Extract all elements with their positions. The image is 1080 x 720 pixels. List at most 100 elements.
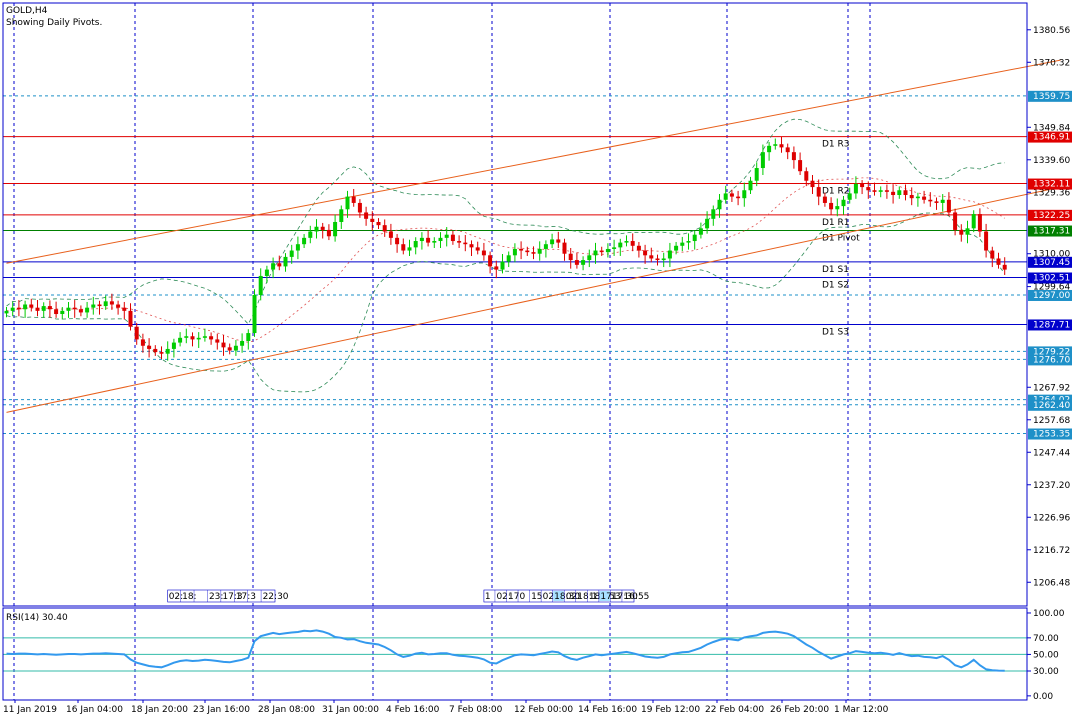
time-tick-label: 23 Jan 16:00 (193, 705, 250, 715)
pivot-tag (1028, 256, 1072, 268)
candle-body (829, 202, 834, 210)
candle-body (984, 231, 989, 251)
candle-body (543, 244, 548, 249)
level-tag-label: 1276.70 (1033, 355, 1070, 365)
candle-body (10, 307, 15, 311)
candle-body (581, 260, 586, 265)
rsi-tick-label: 30.00 (1033, 667, 1059, 677)
candle-body (661, 258, 666, 261)
time-strip-label: 18:30 (554, 592, 580, 602)
candle-body (426, 237, 431, 243)
time-tick-label: 28 Jan 08:00 (258, 705, 315, 715)
candle-body (630, 241, 635, 246)
candle-body (810, 180, 815, 188)
candle-body (475, 247, 480, 251)
candle-body (147, 345, 152, 349)
candle-body (835, 206, 840, 210)
candle-body (252, 294, 257, 334)
pivot-tag-label: 1302.51 (1033, 273, 1070, 283)
candle-body (295, 244, 300, 251)
pivot-tag-label: 1287.71 (1033, 320, 1070, 330)
candle-body (432, 241, 437, 243)
candle-body (401, 244, 406, 251)
pivot-tag-label: 1346.91 (1033, 133, 1070, 143)
candle-body (816, 187, 821, 197)
candle-body (519, 248, 524, 251)
pivot-tag (1028, 178, 1072, 190)
time-strip-label: 15 (531, 592, 542, 602)
candle-body (698, 228, 703, 235)
candle-body (760, 152, 765, 169)
candle-body (171, 342, 176, 349)
candle-body (184, 336, 189, 338)
candle-body (612, 247, 617, 249)
candle-body (922, 196, 927, 200)
rsi-title: RSI(14) 30.40 (6, 613, 68, 623)
candle-body (109, 301, 114, 305)
candle-body (878, 190, 883, 192)
pivot-tag-label: 1322.25 (1033, 211, 1070, 221)
level-tag (1028, 428, 1072, 440)
price-tick-label: 1339.60 (1033, 156, 1070, 166)
time-tick-label: 12 Feb 00:00 (514, 705, 573, 715)
candle-body (283, 256, 288, 267)
candle-body (469, 244, 474, 248)
time-tick-label: 14 Feb 16:00 (578, 705, 637, 715)
pivot-tag-label: 1307.45 (1033, 258, 1070, 268)
candle-body (500, 261, 505, 270)
rsi-panel (3, 629, 1027, 672)
time-strip-label: 16:55 (623, 592, 649, 602)
price-tick-label: 1349.84 (1033, 123, 1070, 133)
candle-body (990, 250, 995, 259)
channel-upper-line (6, 59, 1061, 264)
candle-body (953, 212, 958, 230)
level-tag (1028, 399, 1072, 411)
pivot-label: D1 Pivot (822, 234, 860, 244)
candle-body (841, 199, 846, 207)
candle-body (822, 196, 827, 203)
candle-body (574, 260, 579, 265)
level-tag-label: 1359.75 (1033, 92, 1070, 102)
time-tick-label: 11 Jan 2019 (3, 705, 57, 715)
level-tag-label: 1279.22 (1033, 347, 1070, 357)
time-strip-label: 02: (566, 592, 580, 602)
candle-body (674, 245, 679, 251)
price-tick-label: 1267.92 (1033, 383, 1070, 393)
candle-body (314, 226, 319, 232)
candle-body (78, 309, 83, 313)
pivot-tag-label: 1317.31 (1033, 227, 1070, 237)
time-tick-label: 31 Jan 00:00 (322, 705, 379, 715)
candle-body (277, 263, 282, 267)
candle-body (134, 326, 139, 340)
time-strips: 02:18: 23:17:317:3 22:30 1 02:17 0 15 02:18:300… (167, 589, 649, 603)
candle-body (227, 347, 232, 351)
candle-body (624, 241, 629, 243)
time-strip-highlight (599, 591, 610, 601)
candle-body (767, 145, 772, 153)
price-tick-label: 1247.44 (1033, 448, 1070, 458)
rsi-tick-label: 0.00 (1033, 692, 1053, 702)
candle-body (779, 144, 784, 148)
time-tick-label: 1 Mar 12:00 (834, 705, 889, 715)
lower-band (6, 212, 1006, 393)
level-tag (1028, 90, 1072, 102)
price-axis: 1380.56 1370.32 1349.84 1339.60 1329.36 1310.… (1027, 26, 1072, 702)
pivot-tag (1028, 272, 1072, 284)
candle-body (556, 239, 561, 243)
candle-body (965, 228, 970, 235)
candle-body (959, 229, 964, 235)
candle-body (457, 241, 462, 243)
candle-body (643, 250, 648, 256)
candle-body (382, 225, 387, 232)
candle-body (729, 193, 734, 197)
candle-body (680, 242, 685, 246)
level-tag-label: 1253.35 (1033, 430, 1070, 440)
pivot-tag (1028, 319, 1072, 331)
candle-body (977, 214, 982, 232)
time-strip-box (167, 589, 276, 603)
time-strip-label: 17:3 (236, 592, 256, 602)
candle-body (140, 339, 145, 346)
candle-body (97, 304, 102, 307)
time-strip-label: 0 (520, 592, 526, 602)
